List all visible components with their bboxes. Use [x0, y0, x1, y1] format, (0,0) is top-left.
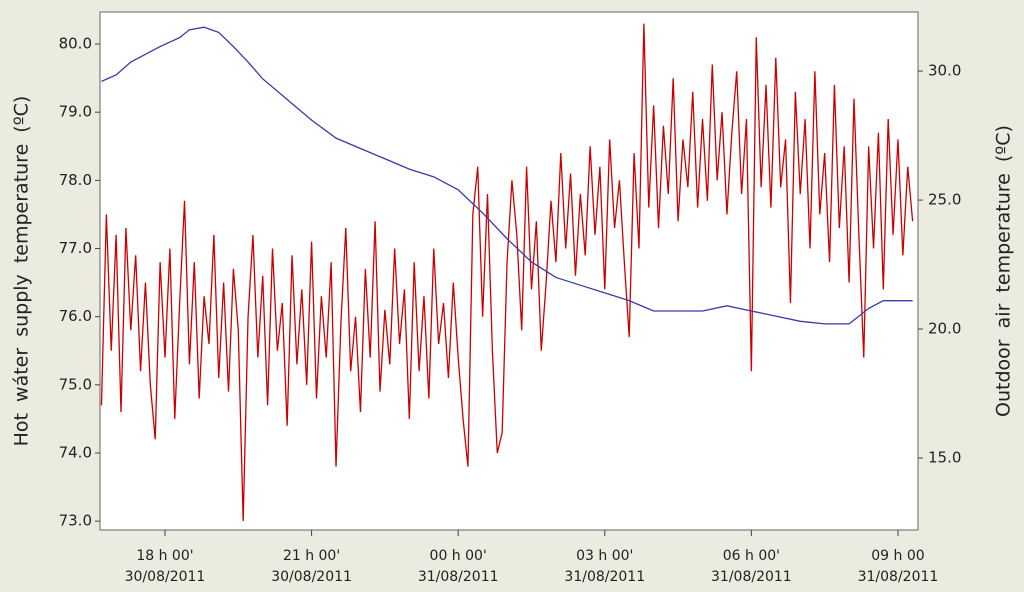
- y2-tick-label: 15.0: [928, 449, 961, 467]
- x-tick-date: 30/08/2011: [125, 569, 206, 585]
- y-tick-label: 73.0: [59, 512, 92, 530]
- y-tick-label: 78.0: [59, 171, 92, 189]
- y2-tick-label: 25.0: [928, 191, 961, 209]
- y-tick-label: 76.0: [59, 307, 92, 325]
- x-tick-date: 31/08/2011: [564, 569, 645, 585]
- x-tick-label: 09 h 00: [871, 548, 924, 564]
- y-tick-label: 75.0: [59, 375, 92, 393]
- x-tick-label: 18 h 00': [136, 548, 193, 564]
- x-tick-date: 30/08/2011: [271, 569, 352, 585]
- x-tick-label: 03 h 00': [576, 548, 633, 564]
- x-tick-date: 31/08/2011: [858, 569, 939, 585]
- y-axis-title: Hot wáter supply temperature (ºC): [11, 96, 33, 447]
- y-tick-label: 79.0: [59, 103, 92, 121]
- x-tick-label: 06 h 00': [723, 548, 780, 564]
- y2-tick-label: 20.0: [928, 320, 961, 338]
- y-tick-label: 74.0: [59, 443, 92, 461]
- x-tick-label: 21 h 00': [283, 548, 340, 564]
- series-line: [100, 23, 914, 522]
- y2-axis-title: Outdoor air temperature (ºC): [993, 125, 1015, 417]
- y-tick-label: 77.0: [59, 239, 92, 257]
- x-tick-date: 31/08/2011: [711, 569, 792, 585]
- series-line: [101, 26, 913, 325]
- y-tick-label: 80.0: [59, 35, 92, 53]
- plot-area: [99, 11, 919, 531]
- y2-tick-label: 30.0: [928, 62, 961, 80]
- x-tick-date: 31/08/2011: [418, 569, 499, 585]
- x-tick-label: 00 h 00': [430, 548, 487, 564]
